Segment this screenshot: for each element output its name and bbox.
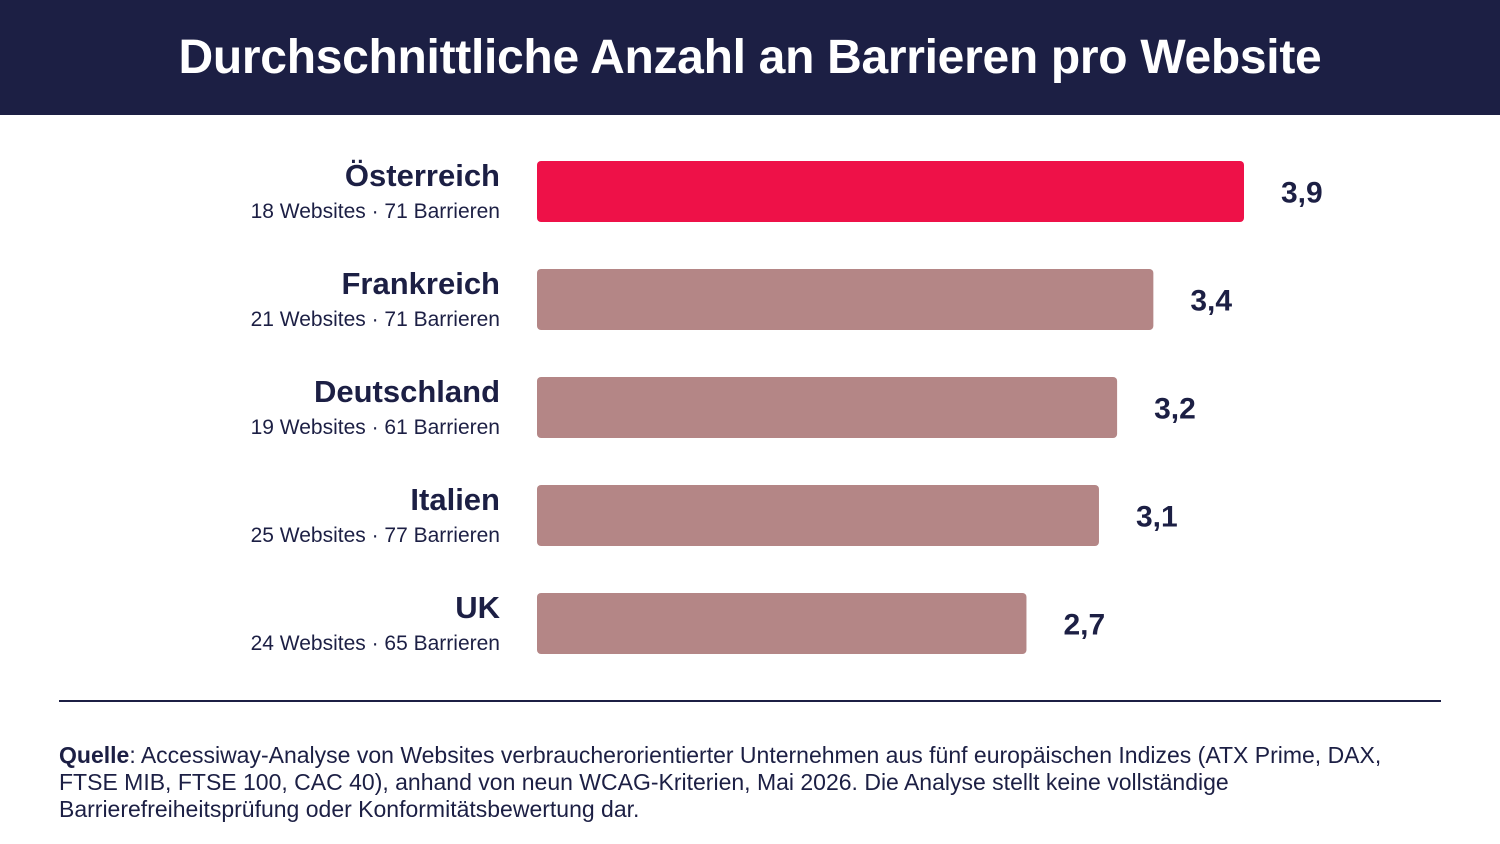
- source-text: : Accessiway-Analyse von Websites verbra…: [59, 742, 1382, 822]
- header-banner: Durchschnittliche Anzahl an Barrieren pr…: [0, 0, 1500, 115]
- bar-chart: Österreich 18 Websites · 71 Barrieren 3,9 F…: [251, 158, 1323, 655]
- category-label-1: Frankreich: [341, 266, 500, 301]
- bar-0: [537, 161, 1244, 222]
- category-subtitle-1: 21 Websites · 71 Barrieren: [251, 308, 500, 331]
- bar-3: [537, 485, 1099, 546]
- category-label-0: Österreich: [345, 158, 500, 193]
- category-label-2: Deutschland: [314, 374, 500, 409]
- category-label-3: Italien: [410, 482, 500, 517]
- category-subtitle-2: 19 Websites · 61 Barrieren: [251, 416, 500, 439]
- category-subtitle-0: 18 Websites · 71 Barrieren: [251, 200, 500, 223]
- source-note: Quelle: Accessiway-Analyse von Websites …: [59, 742, 1419, 823]
- category-label-4: UK: [455, 590, 500, 625]
- bar-2: [537, 377, 1118, 438]
- value-label-4: 2,7: [1063, 609, 1105, 642]
- bar-1: [537, 269, 1154, 330]
- value-label-3: 3,1: [1136, 501, 1178, 534]
- category-subtitle-4: 24 Websites · 65 Barrieren: [251, 632, 500, 655]
- divider-line: [59, 700, 1441, 702]
- category-subtitle-3: 25 Websites · 77 Barrieren: [251, 524, 500, 547]
- bar-4: [537, 593, 1027, 654]
- source-label: Quelle: [59, 742, 130, 768]
- value-label-2: 3,2: [1154, 393, 1196, 426]
- chart-title: Durchschnittliche Anzahl an Barrieren pr…: [178, 31, 1322, 84]
- value-label-0: 3,9: [1281, 177, 1323, 210]
- value-label-1: 3,4: [1190, 285, 1232, 318]
